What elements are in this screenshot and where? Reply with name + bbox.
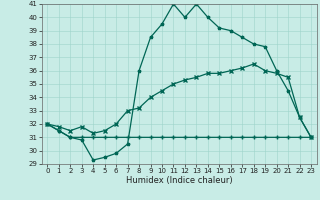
X-axis label: Humidex (Indice chaleur): Humidex (Indice chaleur) [126,176,233,185]
